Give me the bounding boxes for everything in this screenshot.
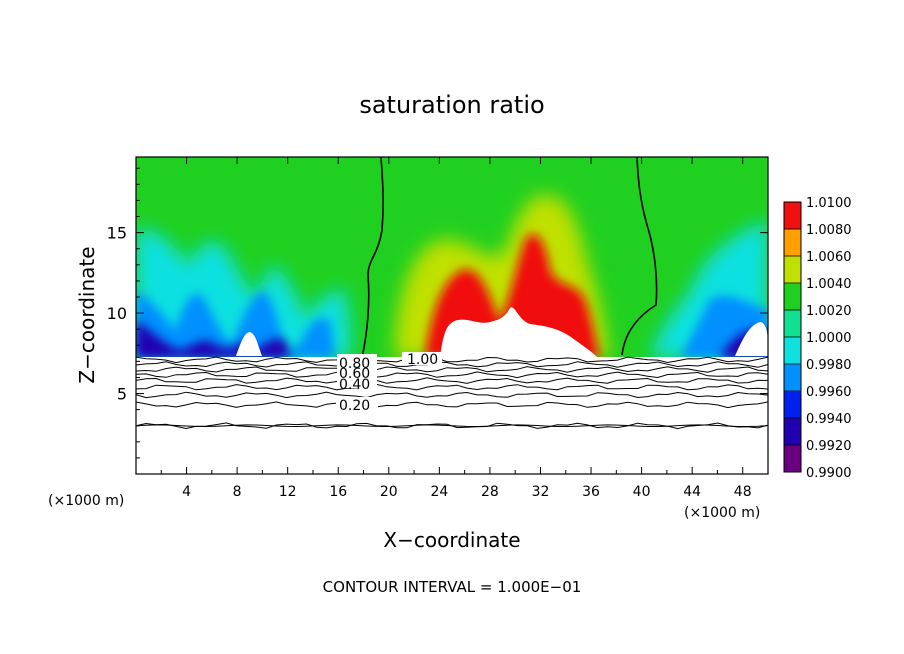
- colorbar-swatch: [784, 364, 801, 392]
- colorbar-label: 0.9960: [806, 385, 852, 400]
- colorbar-swatch: [784, 337, 801, 365]
- x-tick-label: 4: [182, 484, 191, 500]
- colorbar-swatch: [784, 418, 801, 446]
- colorbar-label: 1.0040: [806, 277, 852, 292]
- contour-label-bg-1: [336, 397, 378, 411]
- colorbar-swatch: [784, 256, 801, 284]
- colorbar-label: 0.9920: [806, 439, 852, 454]
- saturation-boundary-contours: [361, 156, 658, 359]
- x-tick-label: 44: [683, 484, 701, 500]
- saturation-field: [136, 157, 768, 357]
- x-tick-label: 20: [380, 484, 398, 500]
- x-axis-label: X−coordinate: [383, 528, 520, 552]
- x-tick-label: 36: [582, 484, 600, 500]
- x-tick-label: 32: [532, 484, 550, 500]
- contour-label-group: 0.80 0.60 0.40 0.20 1.00: [336, 352, 442, 414]
- plot-frame: [135, 156, 769, 475]
- contour-line: [135, 424, 769, 428]
- x-unit-left: (×1000 m): [48, 493, 124, 509]
- colorbar-swatch: [784, 283, 801, 311]
- boundary-contour-right: [621, 156, 658, 356]
- chart-title: saturation ratio: [359, 91, 544, 119]
- contour-label-bg-2: [402, 352, 442, 365]
- x-tick-label: 16: [329, 484, 347, 500]
- contour-line: [135, 361, 769, 368]
- contour-line: [135, 383, 769, 391]
- y-axis: 5 10 15: [107, 167, 768, 459]
- x-tick-label: 8: [233, 484, 242, 500]
- cloud-spot-left: [236, 332, 262, 356]
- contour-line: [135, 377, 769, 384]
- boundary-contour-left: [361, 156, 384, 359]
- cloud-spot-right: [735, 322, 768, 356]
- x-unit-right: (×1000 m): [684, 505, 760, 521]
- x-tick-label: 24: [430, 484, 448, 500]
- colorbar-label: 0.9900: [806, 466, 852, 481]
- y-tick-label: 5: [117, 385, 127, 404]
- contour-line: [135, 356, 769, 364]
- contour-label-100: 1.00: [407, 352, 438, 368]
- colorbar-swatch: [784, 229, 801, 257]
- y-axis-label: Z−coordinate: [75, 246, 99, 383]
- colorbar-swatch: [784, 310, 801, 338]
- contour-interval-note: CONTOUR INTERVAL = 1.000E−01: [323, 578, 582, 596]
- contour-label-040: 0.40: [339, 377, 370, 393]
- subsat-core-left: [136, 290, 335, 357]
- contour-label-020: 0.20: [339, 398, 370, 414]
- colorbar-label: 1.0100: [806, 196, 852, 211]
- contour-label-080: 0.80: [339, 356, 370, 372]
- lower-contour-lines: [135, 356, 769, 430]
- contour-line: [135, 391, 769, 399]
- contour-line: [135, 371, 769, 379]
- colorbar-swatch: [784, 202, 801, 230]
- contour-label-bg-0: [337, 354, 377, 388]
- x-tick-label: 40: [633, 484, 651, 500]
- x-tick-label: 48: [734, 484, 752, 500]
- colorbar-label: 1.0000: [806, 331, 852, 346]
- contour-line: [135, 401, 769, 409]
- colorbar-label: 1.0080: [806, 223, 852, 238]
- colorbar-label: 1.0020: [806, 304, 852, 319]
- colorbar-swatch: [784, 391, 801, 419]
- x-tick-label: 28: [481, 484, 499, 500]
- y-tick-label: 10: [107, 304, 127, 323]
- y-tick-label: 15: [107, 224, 127, 243]
- contour-line: [135, 366, 769, 373]
- colorbar: 0.9900 0.9920 0.9940 0.9960 0.9980 1.0000 1.00…: [783, 196, 852, 481]
- colorbar-label: 0.9980: [806, 358, 852, 373]
- colorbar-swatch: [784, 445, 801, 473]
- colorbar-label: 0.9940: [806, 412, 852, 427]
- cloud-region: [440, 307, 597, 357]
- x-tick-label: 12: [279, 484, 297, 500]
- x-axis: 4 8 12 16 20 24 28 32 36 40 44 48: [160, 157, 752, 500]
- colorbar-label: 1.0060: [806, 250, 852, 265]
- contour-label-060: 0.60: [339, 366, 370, 382]
